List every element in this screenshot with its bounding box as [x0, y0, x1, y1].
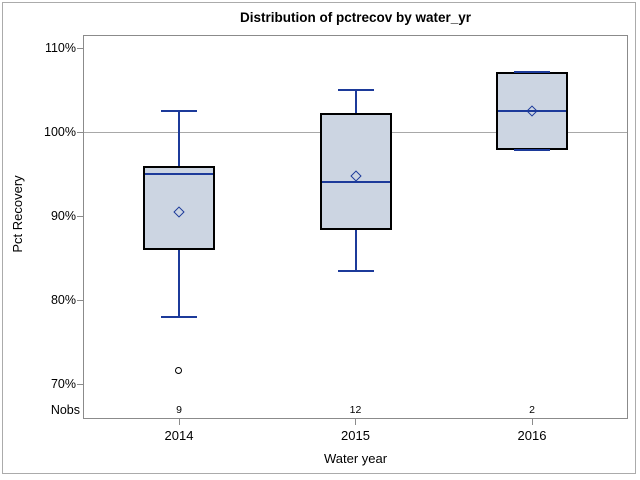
xtick-mark	[355, 419, 356, 425]
outlier-point	[175, 367, 182, 375]
whisker-cap-upper	[337, 89, 374, 91]
whisker-stem-upper	[178, 111, 180, 166]
nobs-value: 9	[176, 404, 182, 416]
ytick-label: 100%	[44, 125, 76, 139]
ytick-mark	[77, 215, 83, 217]
year-label: 2014	[164, 428, 194, 443]
median-line	[498, 110, 566, 112]
xtick-mark	[531, 419, 533, 425]
whisker-cap-lower	[337, 269, 374, 272]
ytick-mark	[77, 299, 83, 301]
ytick-label: 110%	[44, 41, 76, 55]
year-label: 2015	[341, 428, 370, 443]
ytick-label: 70%	[50, 377, 76, 391]
nobs-row-label: Nobs	[50, 403, 80, 417]
nobs-value: 2	[529, 404, 535, 416]
xtick-mark	[178, 419, 180, 425]
whisker-stem-lower	[354, 230, 357, 271]
ytick-mark	[77, 383, 83, 385]
year-label: 2016	[517, 428, 547, 443]
ytick-mark	[77, 131, 83, 133]
ytick-mark	[77, 47, 83, 49]
whisker-cap-upper	[161, 110, 197, 112]
nobs-value: 12	[349, 404, 362, 416]
median-line	[145, 173, 213, 175]
whisker-cap-lower	[161, 315, 197, 318]
whisker-cap-lower	[514, 148, 550, 151]
whisker-stem-upper	[354, 90, 357, 113]
median-line	[321, 181, 390, 184]
whisker-stem-lower	[178, 249, 180, 317]
chart-title: Distribution of pctrecov by water_yr	[239, 10, 472, 25]
box-2014	[143, 165, 215, 250]
x-axis-title: Water year	[323, 451, 388, 466]
whisker-cap-upper	[514, 70, 550, 73]
ytick-label: 80%	[50, 293, 76, 307]
box-2015	[319, 112, 392, 231]
ytick-label: 90%	[50, 209, 76, 223]
